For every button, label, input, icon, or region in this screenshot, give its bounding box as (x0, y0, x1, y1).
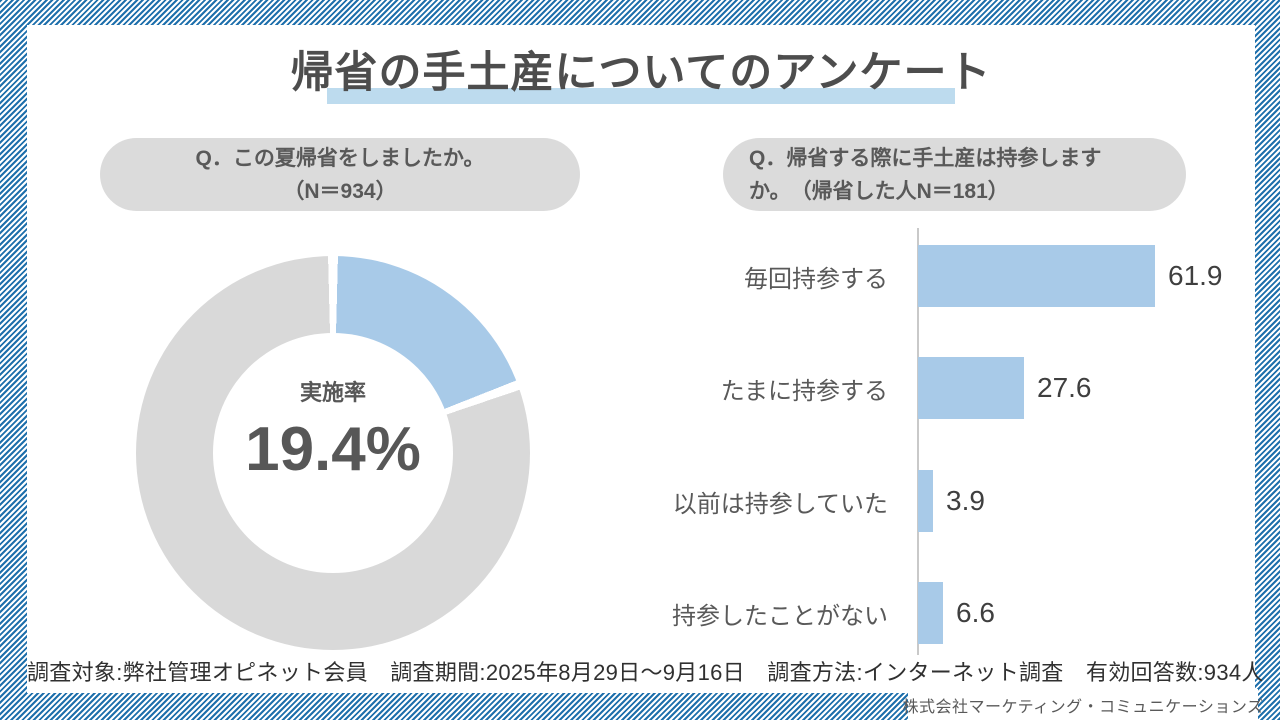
bar-category-label: 毎回持参する (744, 265, 888, 293)
bar-value-label: 27.6 (1037, 372, 1092, 403)
bar (918, 470, 933, 532)
page-title: 帰省の手土産についてのアンケート (290, 49, 992, 97)
company-footer: 株式会社マーケティング・コミュニケーションズ (902, 689, 1263, 720)
question-right-line1: Q．帰省する際に手土産は持参します (749, 147, 1102, 170)
question-pill-right: Q．帰省する際に手土産は持参します か。 （帰省した人N＝181） (723, 138, 1186, 211)
title-highlight-bar (327, 88, 955, 104)
survey-meta: 調査対象:弊社管理オピネット会員 調査期間:2025年8月29日～9月16日 調… (27, 660, 1264, 685)
bar-category-label: 持参したことがない (672, 602, 888, 630)
bar-row: たまに持参する 27.6 (627, 357, 1253, 419)
question-right-line2: か。 （帰省した人N＝181） (749, 179, 1009, 203)
bar-value-label: 3.9 (946, 485, 985, 516)
bar-row: 毎回持参する 61.9 (627, 245, 1253, 307)
bar (918, 245, 1155, 307)
bar-row: 以前は持参していた 3.9 (627, 470, 1253, 532)
bar-category-label: たまに持参する (720, 377, 888, 405)
donut-center-label: 実施率 (299, 380, 366, 405)
title-block: 帰省の手土産についてのアンケート (27, 49, 1255, 104)
question-left-line2: （N＝934） (283, 179, 397, 203)
bar (918, 357, 1024, 419)
bar (918, 582, 943, 644)
bar-row: 持参したことがない 6.6 (627, 582, 1253, 644)
question-pill-left: Q．この夏帰省をしましたか。 （N＝934） (100, 138, 580, 211)
axis-line (917, 228, 919, 655)
donut-chart: 実施率 19.4% (136, 256, 530, 650)
bar-category-label: 以前は持参していた (672, 490, 888, 518)
bar-value-label: 61.9 (1168, 260, 1223, 291)
question-left-line1: Q．この夏帰省をしましたか。 (195, 147, 485, 170)
content-area: 帰省の手土産についてのアンケート Q．この夏帰省をしましたか。 （N＝934） … (27, 25, 1264, 693)
bar-chart: 毎回持参する 61.9 たまに持参する 27.6 以前は持参していた 3.9 持参したことが… (627, 228, 1253, 655)
bar-value-label: 6.6 (956, 597, 995, 628)
donut-center: 実施率 19.4% (213, 333, 453, 573)
company-name: 株式会社マーケティング・コミュニケーションズ (902, 698, 1264, 716)
donut-center-value: 19.4% (245, 415, 421, 484)
